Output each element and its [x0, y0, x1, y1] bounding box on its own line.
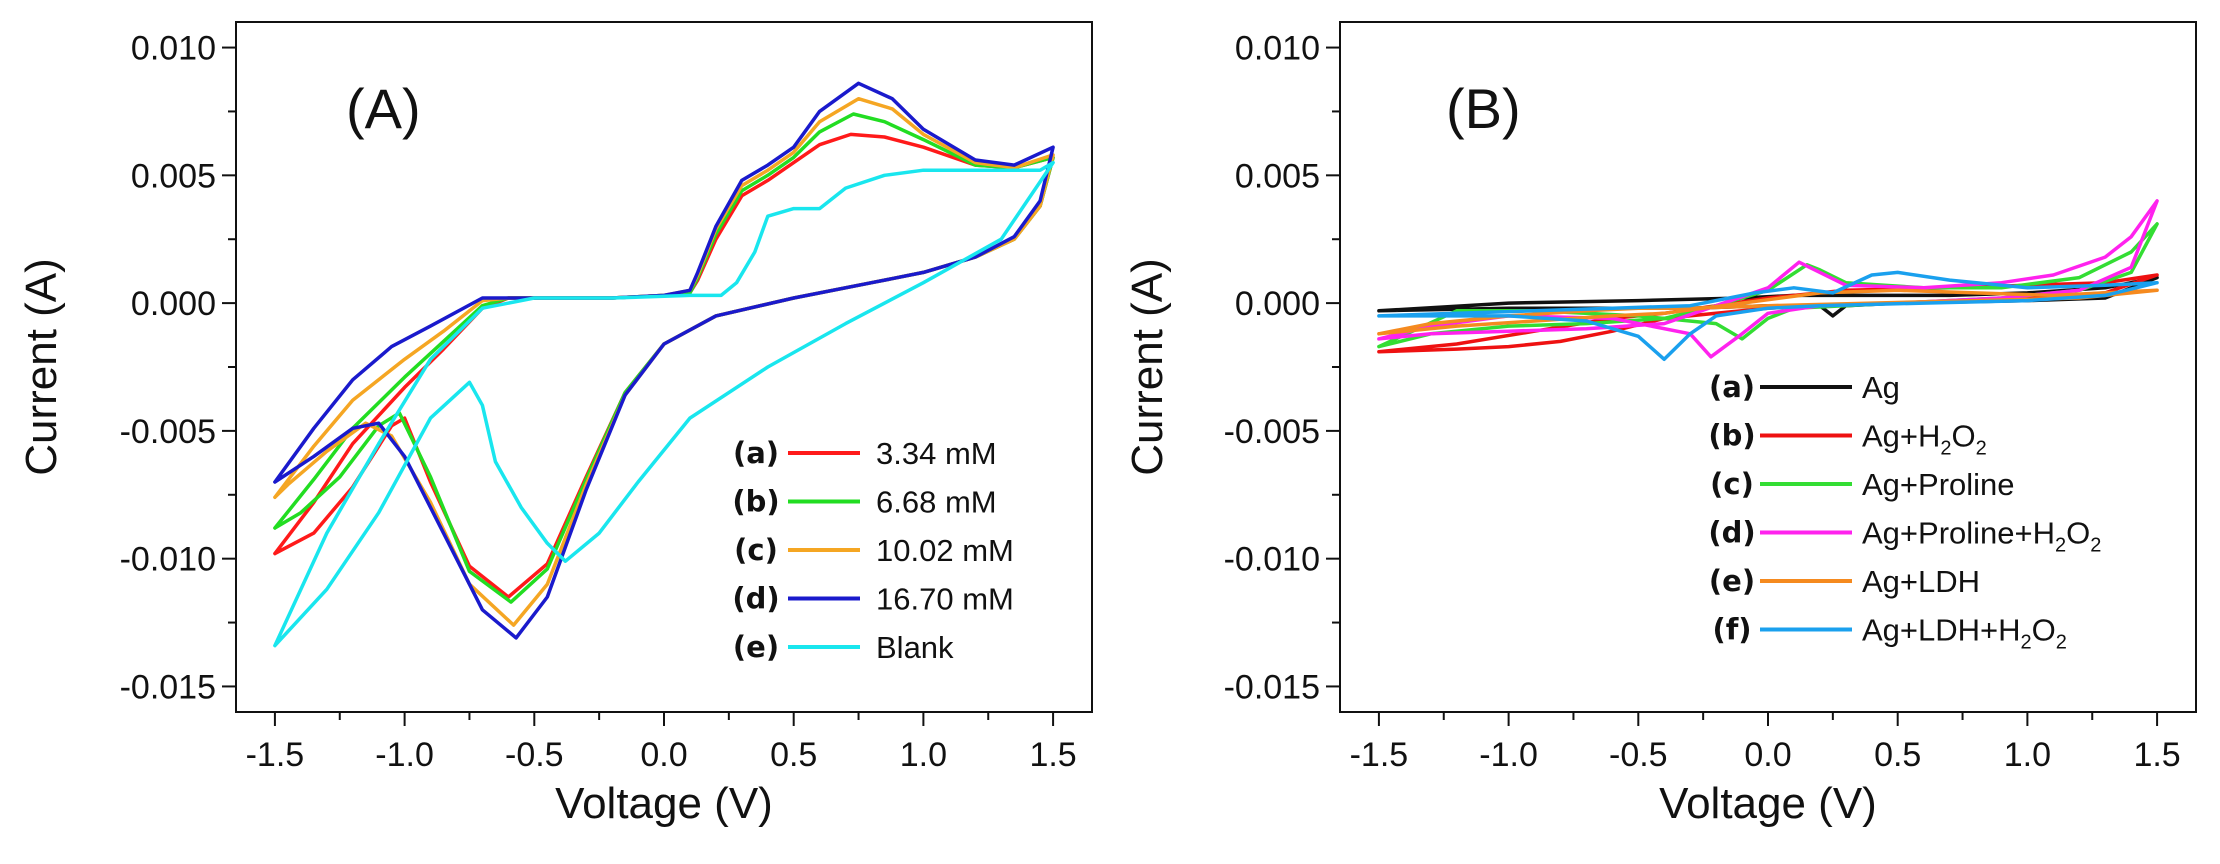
- x-tick-label: 1.5: [1029, 736, 1076, 774]
- y-tick-label: -0.015: [1224, 668, 1320, 706]
- x-tick-label: -0.5: [505, 736, 564, 774]
- legend-letter: (c): [734, 533, 778, 567]
- y-tick-label: 0.010: [1235, 30, 1320, 68]
- x-tick-label: 1.0: [2004, 736, 2051, 774]
- series-line: [1377, 199, 2159, 359]
- legend-subscript: 2: [2090, 535, 2101, 557]
- y-tick-label: -0.010: [120, 541, 216, 579]
- x-tick-label: 0.0: [640, 736, 687, 774]
- y-axis-title: Current (A): [1123, 258, 1172, 476]
- panel-b: -1.5 -1.0 -0.5 0.0 0.5 1.0 1.5 -0.015 -0.010 -0.0…: [1123, 21, 2197, 828]
- legend-letter: (b): [732, 485, 779, 519]
- y-tick-label: 0.000: [131, 285, 216, 323]
- legend: (a) 3.34 mM (b) 6.68 mM (c) 10.02 mM (d) 16.70 …: [732, 436, 1013, 665]
- x-tick-label: 0.5: [770, 736, 817, 774]
- legend-suffix: O: [1952, 419, 1976, 454]
- y-tick-label: 0.000: [1235, 285, 1320, 323]
- y-tick-label: -0.015: [120, 668, 216, 706]
- legend-subscript: 2: [2056, 632, 2067, 654]
- y-axis-title: Current (A): [17, 258, 66, 476]
- legend-entry: 3.34 mM: [876, 436, 997, 471]
- x-tick-label: 0.5: [1874, 736, 1921, 774]
- legend-suffix: O: [2066, 516, 2090, 551]
- x-tick-label: -1.5: [1350, 736, 1409, 774]
- series-line: [273, 132, 1055, 599]
- y-tick-label: -0.010: [1224, 541, 1320, 579]
- legend-entry: 16.70 mM: [876, 582, 1014, 617]
- legend-entry: Blank: [876, 630, 954, 665]
- legend-entry: 6.68 mM: [876, 485, 997, 520]
- panel-label: (B): [1446, 77, 1521, 140]
- x-axis-title: Voltage (V): [1659, 779, 1877, 828]
- legend-letter: (a): [733, 436, 779, 470]
- legend-letter: (c): [1710, 467, 1754, 501]
- legend-subscript: 2: [1940, 438, 1951, 460]
- y-tick-label: 0.010: [131, 30, 216, 68]
- y-tick-label: 0.005: [1235, 157, 1320, 195]
- legend-letter: (d): [732, 582, 779, 616]
- legend-letter: (a): [1709, 370, 1755, 404]
- panel-label: (A): [346, 77, 421, 140]
- x-tick-label: -1.0: [375, 736, 434, 774]
- x-tick-label: -1.5: [246, 736, 305, 774]
- legend: (a) Ag (b) Ag+H2O2 (c) Ag+Proline (d) Ag+Prolin…: [1708, 370, 2101, 654]
- x-tick-label: 1.0: [900, 736, 947, 774]
- series-line: [273, 160, 1055, 648]
- series-line: [1377, 270, 2159, 362]
- legend-subscript: 2: [2021, 632, 2032, 654]
- series-line: [1377, 222, 2159, 349]
- legend-suffix: O: [2032, 613, 2056, 648]
- legend-entry: 10.02 mM: [876, 533, 1014, 568]
- y-tick-label: -0.005: [1224, 413, 1320, 451]
- x-tick-label: -0.5: [1609, 736, 1668, 774]
- legend-letter: (f): [1712, 613, 1751, 647]
- series-line: [273, 112, 1055, 604]
- legend-entry: Ag+H2O2: [1862, 419, 1987, 460]
- legend-entry: Ag+LDH: [1862, 564, 1980, 599]
- x-tick-label: 1.5: [2133, 736, 2180, 774]
- x-tick-label: -1.0: [1479, 736, 1538, 774]
- x-axis-title: Voltage (V): [555, 779, 773, 828]
- legend-subscript: 2: [2055, 535, 2066, 557]
- y-tick-label: 0.005: [131, 157, 216, 195]
- legend-letter: (d): [1708, 516, 1755, 550]
- x-tick-label: 0.0: [1744, 736, 1791, 774]
- legend-entry: Ag+LDH+H2O2: [1862, 613, 2067, 654]
- legend-letter: (b): [1708, 419, 1755, 453]
- legend-letter: (e): [733, 630, 779, 664]
- panel-a: -1.5 -1.0 -0.5 0.0 0.5 1.0 1.5 -0.015 -0.010 -0.0…: [17, 21, 1093, 828]
- y-tick-label: -0.005: [120, 413, 216, 451]
- legend-entry: Ag+Proline+H2O2: [1862, 516, 2101, 557]
- legend-entry: Ag: [1862, 370, 1900, 405]
- legend-subscript: 2: [1976, 438, 1987, 460]
- legend-letter: (e): [1709, 564, 1755, 598]
- legend-entry: Ag+Proline: [1862, 467, 2015, 502]
